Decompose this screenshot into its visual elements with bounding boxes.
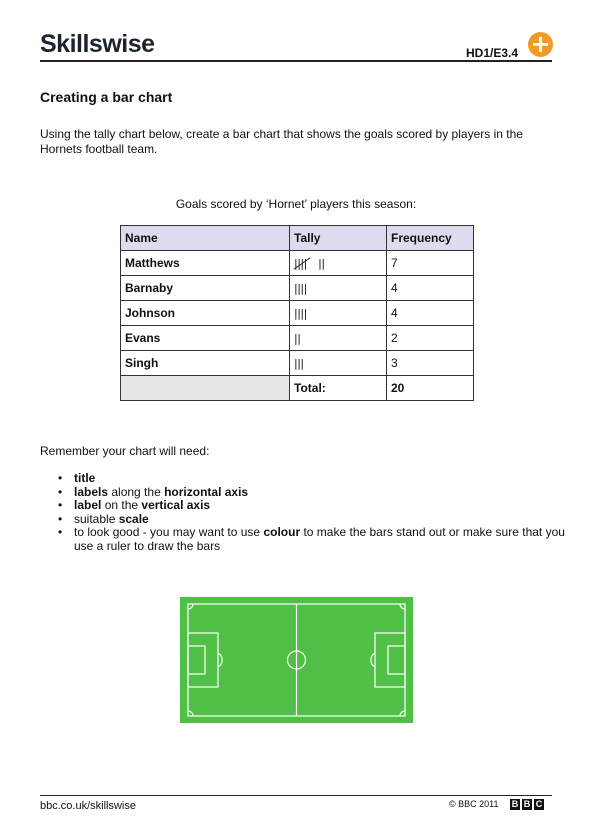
table-row: Matthews |||| || 7 [120, 250, 474, 276]
checklist-text: suitable [74, 511, 119, 526]
table-row: Johnson |||| 4 [120, 300, 474, 326]
player-name: Barnaby [120, 275, 290, 301]
footer-divider [40, 795, 552, 796]
checklist-bold-text: label [74, 498, 102, 512]
left-penalty-arc [217, 652, 223, 668]
checklist-text: along the [108, 484, 165, 499]
player-frequency: 4 [386, 300, 474, 326]
footer-copyright: © BBC 2011 [449, 799, 499, 809]
checklist-bold-text: vertical axis [141, 498, 211, 512]
player-frequency: 7 [386, 250, 474, 276]
left-goal-box [187, 645, 206, 675]
checklist-bold-text: title [74, 471, 96, 485]
checklist-bold-text: colour [263, 525, 301, 539]
tally-table: Name Tally Frequency Matthews |||| || 7 … [120, 225, 474, 401]
bbc-logo-letter: C [534, 799, 544, 810]
header-name: Name [120, 225, 290, 251]
player-name: Johnson [120, 300, 290, 326]
right-penalty-arc [370, 652, 376, 668]
header-tally: Tally [289, 225, 387, 251]
intro-text: Using the tally chart below, create a ba… [40, 127, 523, 156]
table-row: Barnaby |||| 4 [120, 275, 474, 301]
page-title: Creating a bar chart [40, 89, 173, 105]
player-name: Singh [120, 350, 290, 376]
checklist-item: to look good - you may want to use colou… [58, 525, 584, 553]
bbc-logo-letter: B [510, 799, 520, 810]
checklist-intro: Remember your chart will need: [40, 444, 210, 458]
document-code: HD1/E3.4 [466, 46, 519, 60]
table-row: Evans || 2 [120, 325, 474, 351]
total-label: Total: [289, 375, 387, 401]
bbc-logo-letter: B [522, 799, 532, 810]
player-name: Matthews [120, 250, 290, 276]
tally-gate-mark: |||| [293, 257, 311, 270]
corner-arc [399, 710, 406, 717]
total-value: 20 [386, 375, 474, 401]
checklist-text: on the [101, 498, 142, 512]
checklist-text: to make the bars stand out or make sure … [74, 525, 565, 553]
skillswise-logo: Skillswise [40, 30, 155, 58]
table-caption: Goals scored by ‘Hornet’ players this se… [175, 197, 417, 211]
table-header-row: Name Tally Frequency [120, 225, 474, 251]
football-pitch-image [180, 597, 413, 723]
blank-cell [120, 375, 290, 401]
player-tally: |||| [289, 300, 387, 326]
checklist-bold-text: scale [118, 511, 149, 526]
header-divider [40, 60, 552, 62]
corner-arc [187, 603, 194, 610]
checklist-item: labels along the horizontal axis [58, 484, 584, 500]
player-frequency: 2 [386, 325, 474, 351]
centre-circle [286, 650, 307, 670]
corner-arc [399, 603, 406, 610]
player-frequency: 4 [386, 275, 474, 301]
checklist-bold-text: labels [74, 484, 109, 499]
footer-url: bbc.co.uk/skillswise [40, 800, 136, 812]
right-goal-box [387, 645, 406, 675]
total-row: Total: 20 [120, 375, 474, 401]
pitch-markings [187, 603, 406, 717]
player-name: Evans [120, 325, 290, 351]
bbc-logo: B B C [510, 799, 544, 810]
player-tally: |||| || [289, 250, 387, 276]
chart-checklist: titlelabels along the horizontal axislab… [40, 471, 584, 553]
plus-icon: + [528, 32, 553, 57]
table-row: Singh ||| 3 [120, 350, 474, 376]
player-tally: |||| [289, 275, 387, 301]
header-frequency: Frequency [386, 225, 474, 251]
player-tally: || [289, 325, 387, 351]
checklist-item: label on the vertical axis [58, 498, 584, 513]
corner-arc [187, 710, 194, 717]
checklist-item: suitable scale [58, 511, 584, 527]
player-frequency: 3 [386, 350, 474, 376]
tally-extra-marks: || [318, 257, 325, 270]
checklist-item: title [58, 471, 584, 486]
checklist-text: to look good - you may want to use [74, 525, 264, 539]
player-tally: ||| [289, 350, 387, 376]
checklist-bold-text: horizontal axis [164, 484, 249, 499]
